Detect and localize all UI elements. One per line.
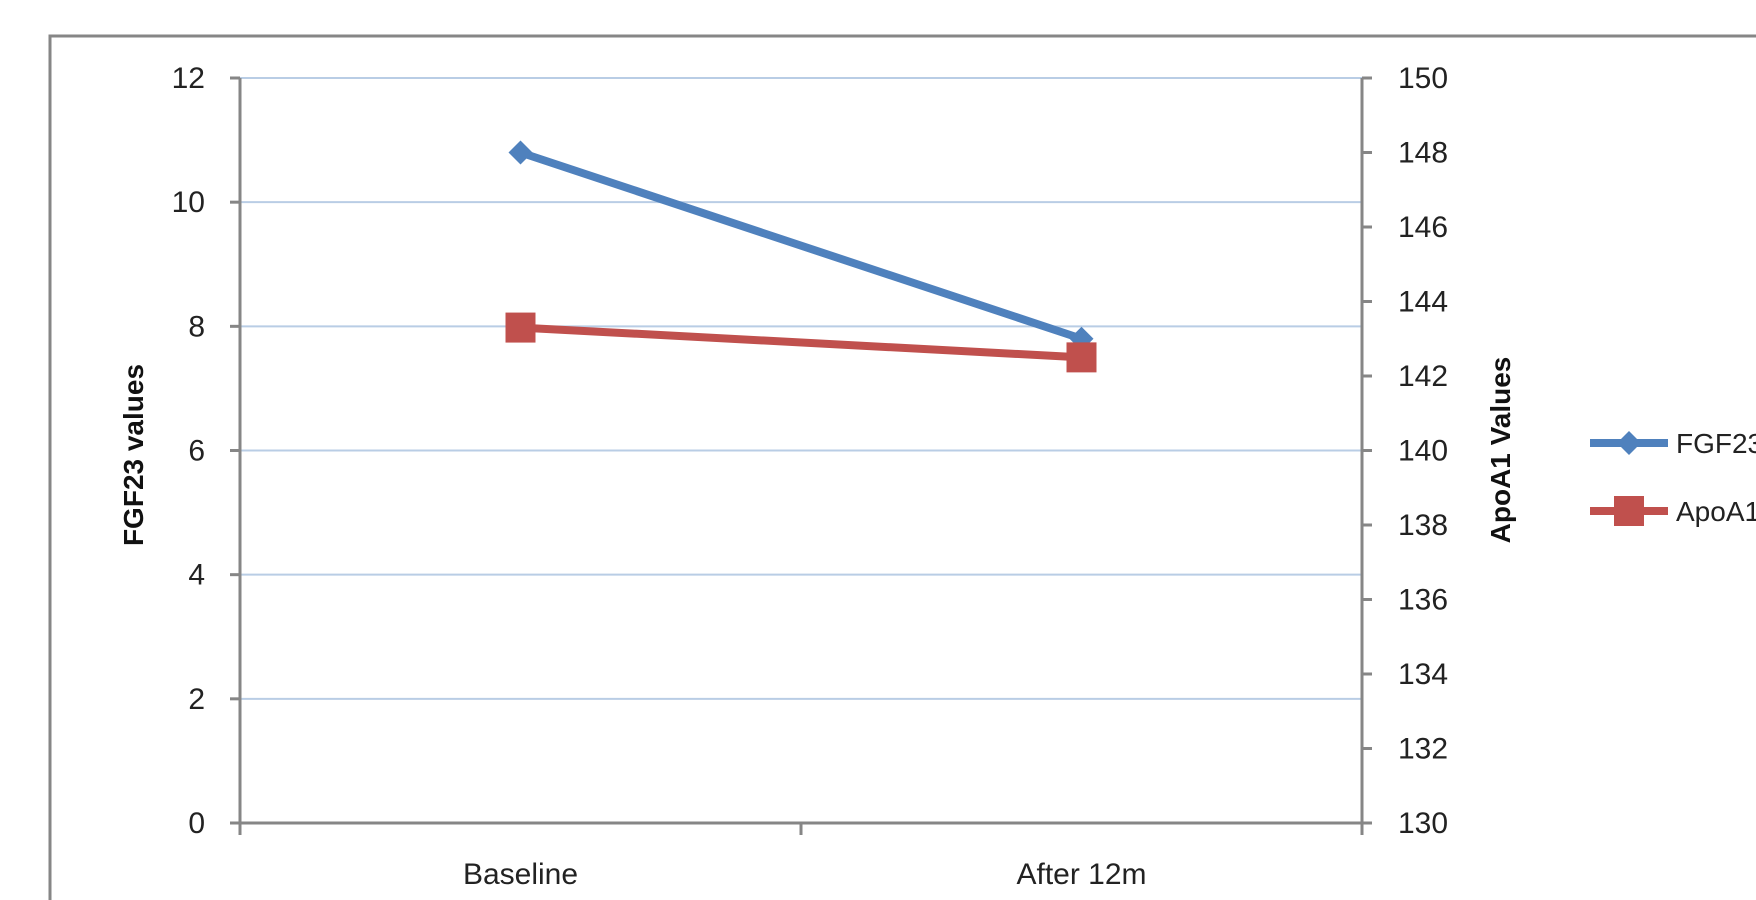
y-tick-label: 10 bbox=[172, 186, 205, 219]
y2-tick-label: 134 bbox=[1398, 658, 1448, 691]
y-tick-label: 12 bbox=[172, 62, 205, 95]
data-point-apoa1 bbox=[1066, 342, 1097, 373]
y2-tick-label: 150 bbox=[1398, 62, 1448, 95]
y-axis-title: FGF23 values bbox=[118, 364, 149, 546]
y-tick-label: 0 bbox=[188, 807, 205, 840]
gridlines bbox=[240, 77, 1362, 700]
x-tick-label: After 12m bbox=[1016, 858, 1146, 891]
y2-tick-label: 130 bbox=[1398, 807, 1448, 840]
x-tick-label: Baseline bbox=[463, 858, 578, 891]
legend: FGF23 ApoA1 bbox=[1590, 428, 1756, 527]
legend-label-fgf23: FGF23 bbox=[1676, 428, 1756, 459]
y2-tick-label: 142 bbox=[1398, 360, 1448, 393]
series-line-apoa1 bbox=[516, 323, 1086, 362]
y-tick-label: 4 bbox=[188, 559, 205, 592]
y2-tick-label: 144 bbox=[1398, 286, 1448, 319]
y2-tick-label: 146 bbox=[1398, 211, 1448, 244]
y-tick-label: 8 bbox=[188, 310, 205, 343]
y2-tick-label: 138 bbox=[1398, 509, 1448, 542]
legend-label-apoa1: ApoA1 bbox=[1676, 496, 1756, 527]
y-tick-label: 6 bbox=[188, 435, 205, 468]
data-point-fgf23 bbox=[508, 140, 533, 165]
legend-marker-fgf23 bbox=[1617, 431, 1641, 455]
axes bbox=[230, 76, 1372, 835]
tick-labels: 0 2 4 6 8 10 12 130 132 134 136 138 140 142 144 146 148 1… bbox=[172, 62, 1448, 891]
y2-tick-label: 132 bbox=[1398, 733, 1448, 766]
data-point-apoa1 bbox=[505, 312, 536, 343]
y2-axis-title: ApoA1 Values bbox=[1485, 357, 1516, 544]
series bbox=[505, 140, 1097, 373]
series-line-fgf23 bbox=[516, 148, 1086, 343]
y2-tick-label: 136 bbox=[1398, 584, 1448, 617]
chart-frame bbox=[48, 34, 1756, 900]
y2-tick-label: 140 bbox=[1398, 435, 1448, 468]
y2-tick-label: 148 bbox=[1398, 137, 1448, 170]
y-tick-label: 2 bbox=[188, 683, 205, 716]
legend-marker-apoa1 bbox=[1614, 496, 1644, 526]
